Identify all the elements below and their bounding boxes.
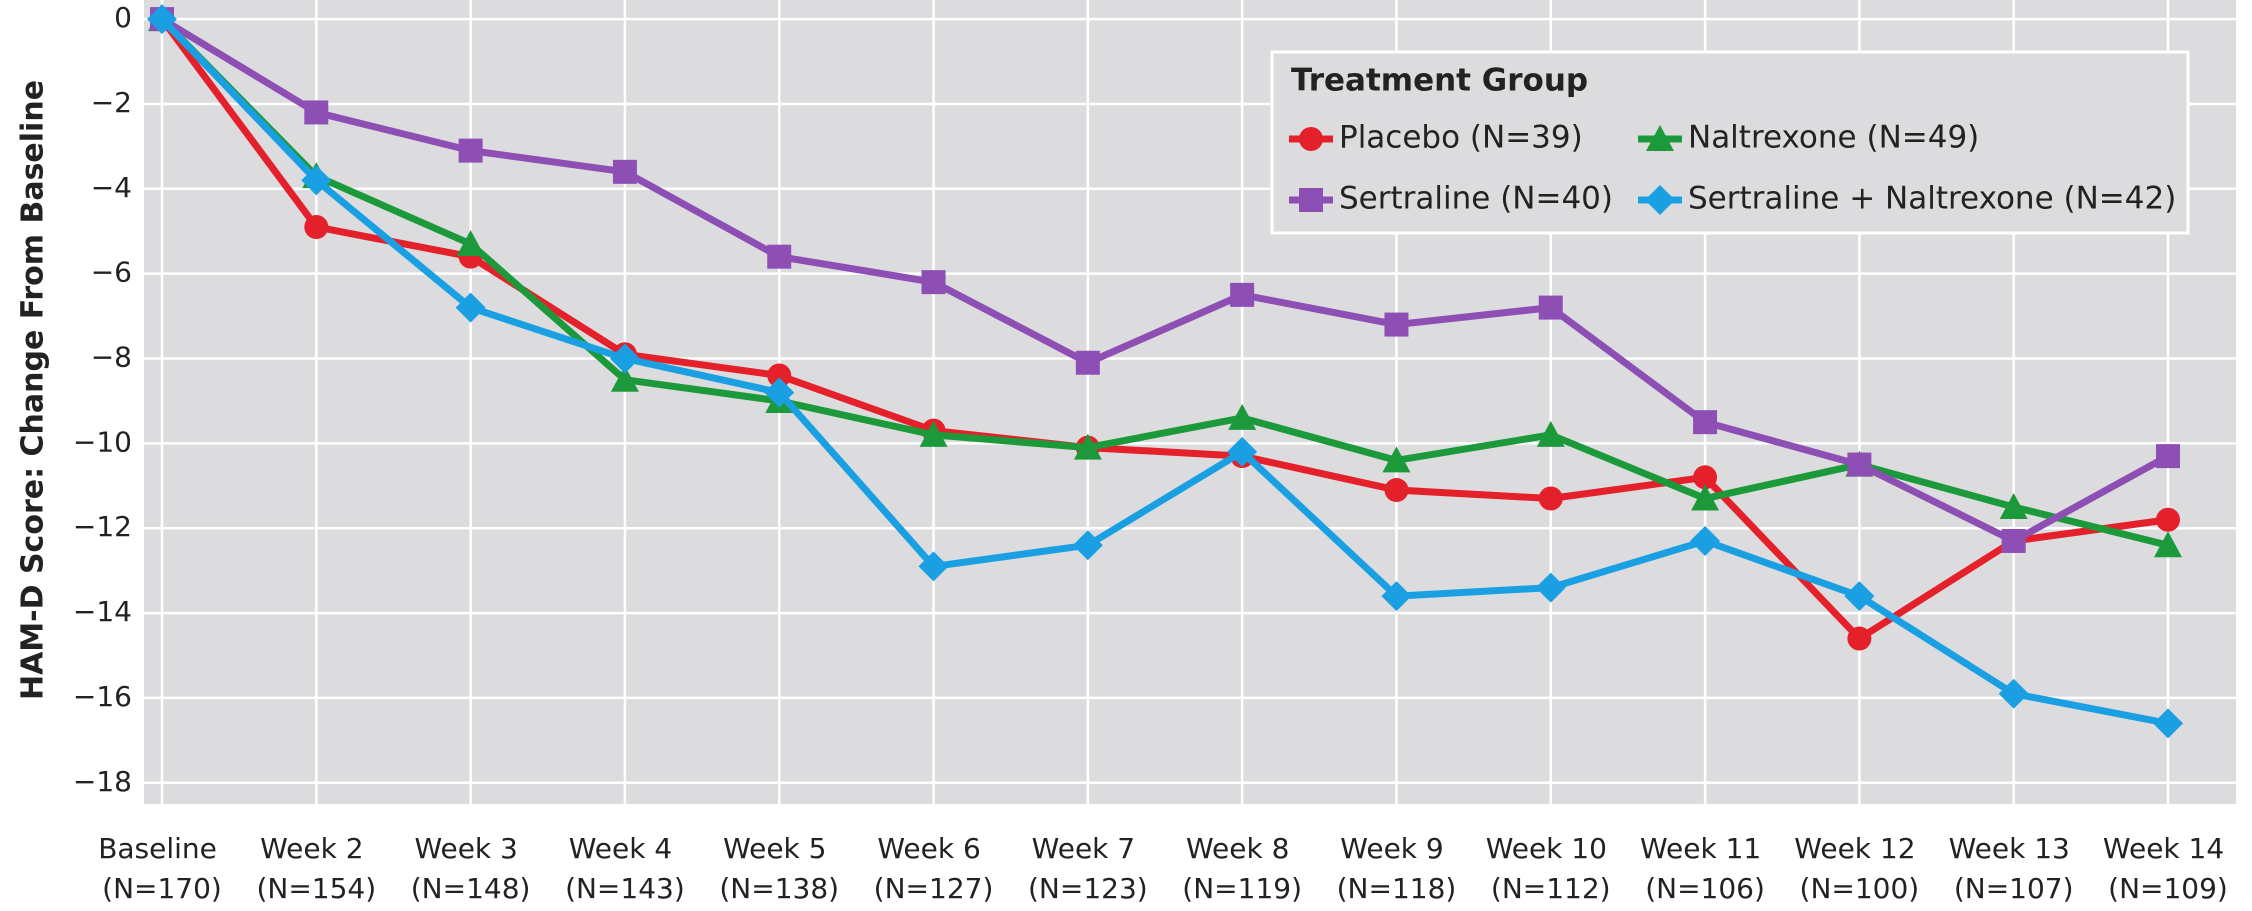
y-tick-label: −18 xyxy=(73,765,132,798)
marker xyxy=(1691,484,1720,511)
y-tick-label: 0 xyxy=(114,1,132,34)
marker xyxy=(764,377,795,408)
marker xyxy=(1072,530,1103,561)
marker xyxy=(1693,465,1718,490)
x-tick-label: Week 6 (N=127) xyxy=(874,832,994,905)
marker xyxy=(610,365,639,392)
marker xyxy=(1690,525,1721,556)
marker xyxy=(1384,478,1409,503)
marker xyxy=(1847,626,1872,651)
marker xyxy=(456,229,485,256)
y-tick-label: −12 xyxy=(73,510,132,543)
legend-label: Sertraline + Naltrexone (N=42) xyxy=(1688,181,2176,217)
marker xyxy=(1299,127,1323,151)
marker xyxy=(1693,410,1718,435)
series-line xyxy=(159,17,2169,643)
marker xyxy=(458,138,483,163)
x-tick-label: Week 12 (N=100) xyxy=(1794,832,1924,905)
series-line xyxy=(159,16,2169,549)
y-tick-label: −2 xyxy=(91,86,132,119)
marker xyxy=(1384,312,1409,337)
x-tick-label: Week 14 (N=109) xyxy=(2103,832,2233,905)
y-tick-label: −6 xyxy=(91,256,132,289)
legend-box xyxy=(1270,50,2190,235)
marker xyxy=(1075,350,1100,375)
legend-label: Sertraline (N=40) xyxy=(1339,181,1613,217)
marker xyxy=(304,100,329,125)
marker xyxy=(1646,125,1674,151)
marker xyxy=(2156,444,2180,469)
x-tick-label: Week 10 (N=112) xyxy=(1486,832,1616,905)
marker xyxy=(918,551,949,582)
x-tick-label: Week 7 (N=123) xyxy=(1028,832,1148,905)
x-tick-label: Week 8 (N=119) xyxy=(1182,832,1302,905)
marker xyxy=(1538,486,1563,511)
series-lines xyxy=(147,4,2183,739)
marker xyxy=(2001,528,2026,553)
x-tick-label: Week 11 (N=106) xyxy=(1640,832,1770,905)
marker xyxy=(147,4,177,35)
marker xyxy=(609,343,640,374)
marker xyxy=(1844,581,1875,612)
marker xyxy=(301,165,332,196)
marker xyxy=(304,214,329,239)
x-tick-label: Week 2 (N=154) xyxy=(256,832,376,905)
series-line xyxy=(159,16,2169,727)
marker xyxy=(1230,282,1255,307)
marker xyxy=(767,363,792,388)
legend-label: Naltrexone (N=49) xyxy=(1688,120,1979,156)
marker xyxy=(1228,403,1257,430)
marker xyxy=(1999,493,2028,520)
marker xyxy=(1536,420,1565,447)
y-tick-label: −4 xyxy=(91,171,132,204)
y-tick-label: −8 xyxy=(91,341,132,374)
y-axis-title: HAM-D Score: Change From Baseline xyxy=(16,80,51,700)
x-tick-label: Week 13 (N=107) xyxy=(1949,832,2079,905)
marker xyxy=(2154,531,2182,558)
legend-title: Treatment Group xyxy=(1291,63,1588,99)
marker xyxy=(2153,708,2183,739)
marker xyxy=(1998,678,2029,709)
y-tick-label: −10 xyxy=(73,425,132,458)
marker xyxy=(455,292,486,323)
x-tick-label: Week 9 (N=118) xyxy=(1337,832,1457,905)
marker xyxy=(919,420,948,447)
marker xyxy=(1381,581,1412,612)
marker xyxy=(1535,572,1566,603)
marker xyxy=(1538,295,1563,320)
y-tick-label: −14 xyxy=(73,595,132,628)
marker xyxy=(1299,188,1323,212)
marker xyxy=(921,270,946,295)
series-line xyxy=(160,16,2170,545)
x-tick-label: Baseline (N=170) xyxy=(98,832,226,905)
marker xyxy=(1227,436,1258,467)
marker xyxy=(612,159,637,184)
legend-label: Placebo (N=39) xyxy=(1339,120,1583,156)
marker xyxy=(767,244,792,269)
y-tick-label: −16 xyxy=(73,680,132,713)
legend: Treatment Group Placebo (N=39) Naltrexone … xyxy=(1270,50,2190,235)
marker xyxy=(1073,433,1102,460)
x-tick-label: Week 5 (N=138) xyxy=(719,832,839,905)
marker xyxy=(2156,507,2180,532)
x-tick-label: Week 3 (N=148) xyxy=(411,832,531,905)
marker xyxy=(1382,446,1411,473)
marker xyxy=(1847,452,1872,477)
x-tick-label: Week 4 (N=143) xyxy=(565,832,685,905)
marker xyxy=(1645,185,1675,215)
